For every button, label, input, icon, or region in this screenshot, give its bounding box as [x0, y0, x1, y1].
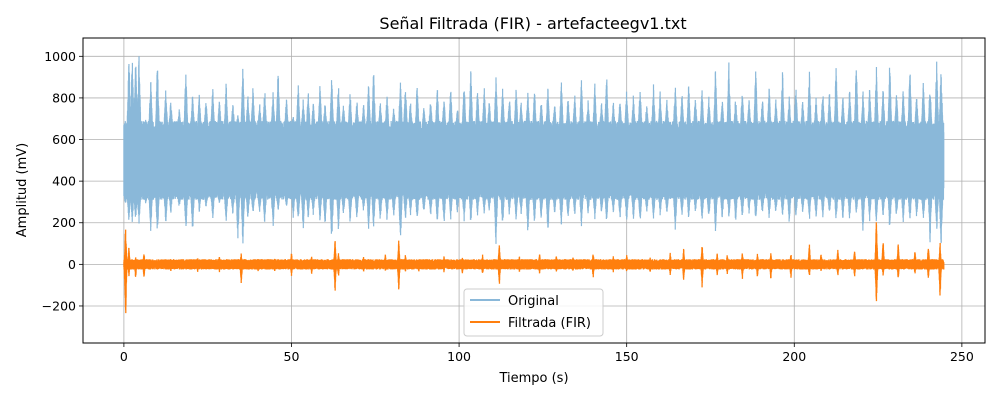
series-filtered-line — [123, 222, 945, 314]
legend-label-filtered: Filtrada (FIR) — [508, 316, 591, 331]
x-axis-label: Tiempo (s) — [498, 371, 568, 386]
chart-title: Señal Filtrada (FIR) - artefacteegv1.txt — [379, 14, 686, 33]
x-axis-ticks: 0 50 100 150 200 250 — [120, 343, 974, 364]
x-tick-label: 100 — [447, 349, 471, 364]
y-tick-label: 600 — [52, 132, 76, 147]
y-tick-label: 1000 — [44, 49, 76, 64]
x-tick-label: 200 — [782, 349, 806, 364]
x-tick-label: 50 — [284, 349, 300, 364]
y-axis-label: Amplitud (mV) — [15, 143, 30, 237]
legend-label-original: Original — [508, 294, 559, 309]
series-layer — [123, 56, 945, 314]
plot-area-frame — [82, 37, 986, 344]
y-axis-ticks: −200 0 200 400 600 800 1000 — [42, 49, 83, 313]
y-tick-label: −200 — [42, 298, 76, 313]
x-tick-label: 150 — [615, 349, 639, 364]
y-tick-label: 0 — [68, 257, 76, 272]
legend: Original Filtrada (FIR) — [463, 288, 604, 337]
x-tick-label: 0 — [120, 349, 128, 364]
x-tick-label: 250 — [950, 349, 974, 364]
series-original-line — [123, 56, 945, 244]
y-tick-label: 800 — [52, 90, 76, 105]
y-tick-label: 400 — [52, 174, 76, 189]
y-tick-label: 200 — [52, 215, 76, 230]
